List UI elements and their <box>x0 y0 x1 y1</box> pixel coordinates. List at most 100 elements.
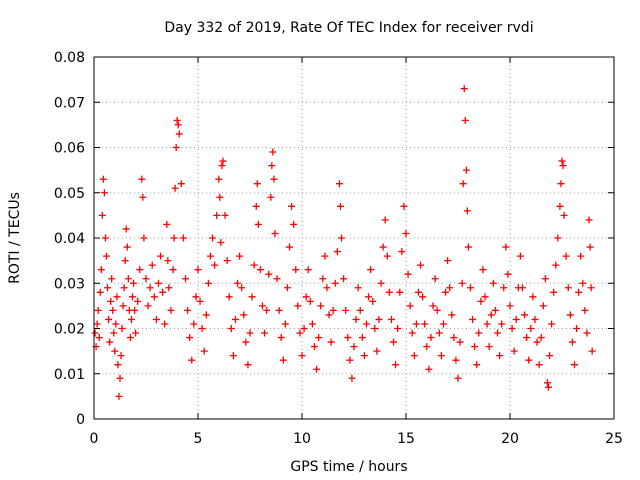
data-point <box>116 374 124 382</box>
data-point <box>588 347 596 355</box>
data-point <box>190 320 198 328</box>
data-point <box>579 279 587 287</box>
data-point <box>423 343 431 351</box>
data-point <box>504 270 512 278</box>
data-point <box>323 284 331 292</box>
data-point <box>400 202 408 210</box>
data-point <box>564 284 572 292</box>
data-point <box>174 121 182 129</box>
data-point <box>348 374 356 382</box>
data-point <box>194 266 202 274</box>
data-point <box>138 175 146 183</box>
data-point <box>217 239 225 247</box>
data-point <box>164 257 172 265</box>
data-point <box>421 320 429 328</box>
data-point <box>558 157 566 165</box>
data-point <box>128 293 136 301</box>
data-point <box>306 297 314 305</box>
data-point <box>489 279 497 287</box>
data-point <box>554 234 562 242</box>
data-point <box>531 315 539 323</box>
data-point <box>177 180 185 188</box>
data-point <box>121 257 129 265</box>
data-point <box>159 288 167 296</box>
data-point <box>139 193 147 201</box>
data-point <box>496 352 504 360</box>
x-tick-label: 0 <box>90 431 99 447</box>
data-point <box>273 275 281 283</box>
data-point <box>340 275 348 283</box>
data-point <box>119 302 127 310</box>
data-point <box>238 284 246 292</box>
y-tick-label: 0.07 <box>54 95 85 111</box>
plot-frame <box>93 56 615 420</box>
data-point <box>198 325 206 332</box>
data-point <box>161 320 169 328</box>
data-point <box>331 279 339 287</box>
data-point <box>179 234 187 242</box>
y-tick-label: 0.02 <box>54 322 85 338</box>
data-point <box>408 329 416 337</box>
data-point <box>461 116 469 124</box>
data-point <box>377 279 385 287</box>
data-point <box>344 334 352 342</box>
data-point <box>537 334 545 342</box>
x-tick-label: 20 <box>501 431 519 447</box>
data-point <box>267 193 275 201</box>
data-point <box>433 306 441 314</box>
data-point <box>104 284 112 292</box>
data-point <box>585 216 593 224</box>
data-point <box>206 252 214 260</box>
data-point <box>196 297 204 305</box>
data-point <box>358 334 366 342</box>
data-point <box>329 306 337 314</box>
data-point <box>352 315 360 323</box>
data-point <box>383 252 391 260</box>
data-point <box>491 306 499 314</box>
data-points <box>91 85 596 400</box>
data-point <box>559 162 567 170</box>
data-point <box>124 275 132 283</box>
data-point <box>96 288 104 296</box>
data-point <box>112 320 120 328</box>
data-point <box>184 306 192 314</box>
data-point <box>227 325 235 332</box>
data-point <box>371 325 379 332</box>
x-tick-label: 25 <box>605 431 623 447</box>
grid <box>94 57 614 419</box>
data-point <box>152 315 160 323</box>
data-point <box>269 148 277 156</box>
data-point <box>354 284 362 292</box>
data-point <box>300 325 308 332</box>
data-point <box>107 297 115 305</box>
data-point <box>150 293 158 301</box>
data-point <box>523 334 531 342</box>
data-point <box>275 306 283 314</box>
data-point <box>109 306 117 314</box>
data-point <box>94 306 102 314</box>
data-point <box>265 270 273 278</box>
data-point <box>302 293 310 301</box>
data-point <box>172 144 180 151</box>
data-point <box>211 261 219 269</box>
data-point <box>412 320 420 328</box>
data-point <box>127 315 135 323</box>
data-point <box>126 334 134 342</box>
data-point <box>105 315 113 323</box>
data-point <box>102 252 110 260</box>
data-point <box>132 329 140 337</box>
data-point <box>356 306 364 314</box>
data-point <box>136 266 144 274</box>
data-point <box>338 234 346 242</box>
data-point <box>525 356 533 364</box>
data-point <box>253 180 261 188</box>
data-point <box>373 347 381 355</box>
data-point <box>171 184 179 192</box>
data-point <box>444 257 452 265</box>
data-point <box>271 229 279 237</box>
data-point <box>286 243 294 251</box>
data-point <box>117 352 125 360</box>
data-point <box>106 338 114 346</box>
data-point <box>550 288 558 296</box>
